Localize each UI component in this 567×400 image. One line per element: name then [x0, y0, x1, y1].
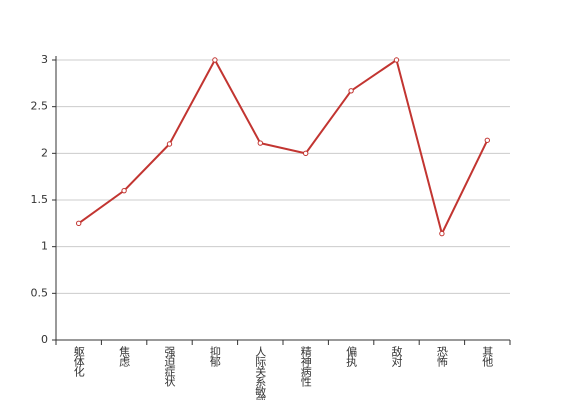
x-tick-label: 精神病性 — [299, 346, 312, 388]
point — [439, 230, 445, 237]
x-tick-label: 强迫症状 — [163, 346, 176, 387]
y-tick-label: 2.5 — [31, 100, 49, 113]
x-tick-label: 焦虑 — [118, 346, 131, 367]
point — [393, 57, 400, 63]
x-tick-label: 偏执 — [345, 345, 358, 368]
x-tick-label: 躯体化 — [72, 346, 85, 378]
y-tick-label: 2 — [41, 146, 48, 159]
y-tick-label: 1.5 — [31, 193, 49, 206]
point — [121, 187, 127, 194]
x-tick-label: 敌对 — [390, 345, 403, 367]
point — [257, 140, 263, 146]
point — [166, 141, 173, 147]
x-tick-label: 其他 — [481, 346, 494, 367]
point — [484, 137, 490, 143]
y-tick-label: 0.5 — [31, 286, 49, 299]
y-tick-label: 0 — [41, 333, 48, 346]
y-tick-label: 3 — [41, 53, 48, 66]
x-tick-label: 人际关系敏感 — [254, 346, 267, 400]
y-tick-label: 1 — [41, 240, 48, 253]
point — [303, 150, 309, 157]
point — [348, 88, 354, 94]
point — [76, 220, 82, 227]
point — [212, 57, 218, 63]
x-tick-label: 抑郁 — [208, 345, 221, 367]
x-tick-label: 恐怖 — [435, 346, 448, 367]
line — [78, 57, 489, 237]
